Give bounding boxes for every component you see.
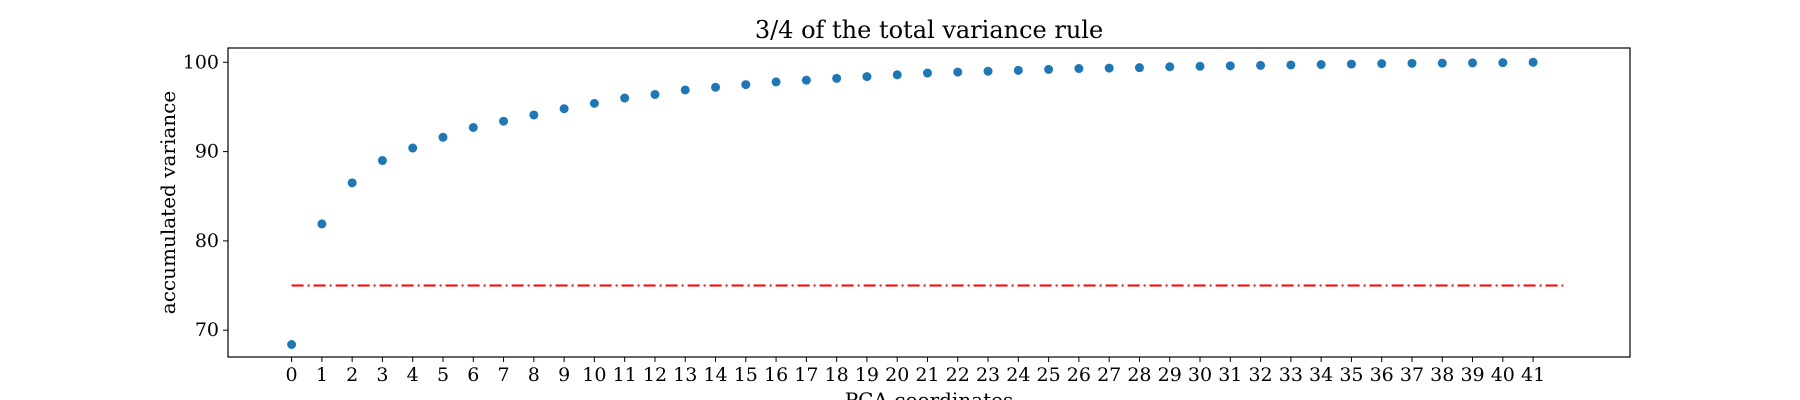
data-point bbox=[1134, 63, 1144, 73]
data-point bbox=[832, 73, 842, 83]
x-tick-label: 21 bbox=[915, 364, 939, 386]
x-tick-label: 38 bbox=[1430, 364, 1454, 386]
y-tick-label: 80 bbox=[195, 230, 219, 252]
y-tick-label: 100 bbox=[183, 51, 219, 73]
x-tick-label: 7 bbox=[498, 364, 510, 386]
data-point bbox=[1377, 59, 1387, 69]
x-tick-label: 37 bbox=[1400, 364, 1424, 386]
data-point bbox=[1346, 59, 1356, 69]
data-point bbox=[1104, 63, 1114, 73]
data-point bbox=[771, 77, 781, 87]
data-point bbox=[1013, 65, 1023, 75]
x-tick-label: 40 bbox=[1491, 364, 1515, 386]
x-tick-label: 20 bbox=[885, 364, 909, 386]
x-tick-label: 33 bbox=[1279, 364, 1303, 386]
x-tick-label: 34 bbox=[1309, 364, 1333, 386]
x-tick-label: 18 bbox=[825, 364, 849, 386]
x-tick-label: 15 bbox=[734, 364, 758, 386]
data-point bbox=[1407, 58, 1417, 68]
x-tick-label: 8 bbox=[528, 364, 540, 386]
data-point bbox=[317, 219, 327, 229]
data-point bbox=[680, 85, 690, 95]
x-axis-label: PCA coordinates bbox=[845, 388, 1014, 400]
data-point bbox=[892, 70, 902, 80]
data-point bbox=[801, 75, 811, 85]
y-axis-label: accumulated variance bbox=[156, 91, 180, 314]
data-point bbox=[620, 93, 630, 103]
data-point bbox=[1225, 61, 1235, 71]
x-tick-label: 24 bbox=[1006, 364, 1030, 386]
x-tick-label: 3 bbox=[376, 364, 388, 386]
data-point bbox=[1165, 62, 1175, 72]
data-point bbox=[1498, 58, 1508, 68]
x-tick-label: 31 bbox=[1218, 364, 1242, 386]
x-tick-label: 11 bbox=[613, 364, 637, 386]
x-tick-label: 27 bbox=[1097, 364, 1121, 386]
x-tick-label: 16 bbox=[764, 364, 788, 386]
x-tick-label: 32 bbox=[1248, 364, 1272, 386]
data-point bbox=[499, 116, 509, 126]
x-tick-label: 29 bbox=[1158, 364, 1182, 386]
x-tick-label: 4 bbox=[407, 364, 419, 386]
x-tick-label: 6 bbox=[467, 364, 479, 386]
x-tick-label: 39 bbox=[1460, 364, 1484, 386]
data-point bbox=[650, 89, 660, 99]
x-tick-label: 13 bbox=[673, 364, 697, 386]
x-tick-label: 25 bbox=[1037, 364, 1061, 386]
x-tick-label: 9 bbox=[558, 364, 570, 386]
data-point bbox=[1437, 58, 1447, 68]
plot-frame bbox=[227, 47, 1631, 358]
data-point bbox=[347, 178, 357, 188]
x-tick-label: 17 bbox=[794, 364, 818, 386]
x-tick-label: 30 bbox=[1188, 364, 1212, 386]
x-tick-label: 0 bbox=[286, 364, 298, 386]
data-point bbox=[408, 143, 418, 153]
data-point bbox=[1528, 57, 1538, 67]
x-tick-label: 35 bbox=[1339, 364, 1363, 386]
data-point bbox=[741, 80, 751, 90]
data-point bbox=[468, 122, 478, 132]
x-tick-label: 2 bbox=[346, 364, 358, 386]
data-point bbox=[1256, 60, 1266, 70]
data-point bbox=[559, 104, 569, 114]
data-point bbox=[711, 82, 721, 92]
x-tick-label: 14 bbox=[703, 364, 727, 386]
data-point bbox=[377, 156, 387, 166]
x-tick-label: 23 bbox=[976, 364, 1000, 386]
x-tick-label: 36 bbox=[1370, 364, 1394, 386]
data-point bbox=[862, 72, 872, 82]
data-point bbox=[1044, 64, 1054, 74]
data-point bbox=[529, 110, 539, 120]
data-point bbox=[1286, 60, 1296, 70]
data-point bbox=[953, 67, 963, 77]
x-tick-label: 10 bbox=[582, 364, 606, 386]
data-point bbox=[1316, 60, 1326, 70]
data-point bbox=[1074, 64, 1084, 74]
data-point bbox=[922, 68, 932, 78]
chart-title: 3/4 of the total variance rule bbox=[755, 16, 1103, 44]
data-point bbox=[438, 132, 448, 142]
y-tick-label: 90 bbox=[195, 141, 219, 163]
data-point bbox=[589, 98, 599, 108]
x-tick-label: 12 bbox=[643, 364, 667, 386]
x-tick-label: 26 bbox=[1067, 364, 1091, 386]
data-point bbox=[287, 339, 297, 349]
data-point bbox=[1468, 58, 1478, 68]
x-tick-label: 1 bbox=[316, 364, 328, 386]
data-point bbox=[983, 66, 993, 76]
y-tick-label: 70 bbox=[195, 319, 219, 341]
x-tick-label: 5 bbox=[437, 364, 449, 386]
x-tick-label: 41 bbox=[1521, 364, 1545, 386]
x-tick-label: 19 bbox=[855, 364, 879, 386]
x-tick-label: 28 bbox=[1127, 364, 1151, 386]
data-point bbox=[1195, 61, 1205, 71]
x-tick-label: 22 bbox=[946, 364, 970, 386]
